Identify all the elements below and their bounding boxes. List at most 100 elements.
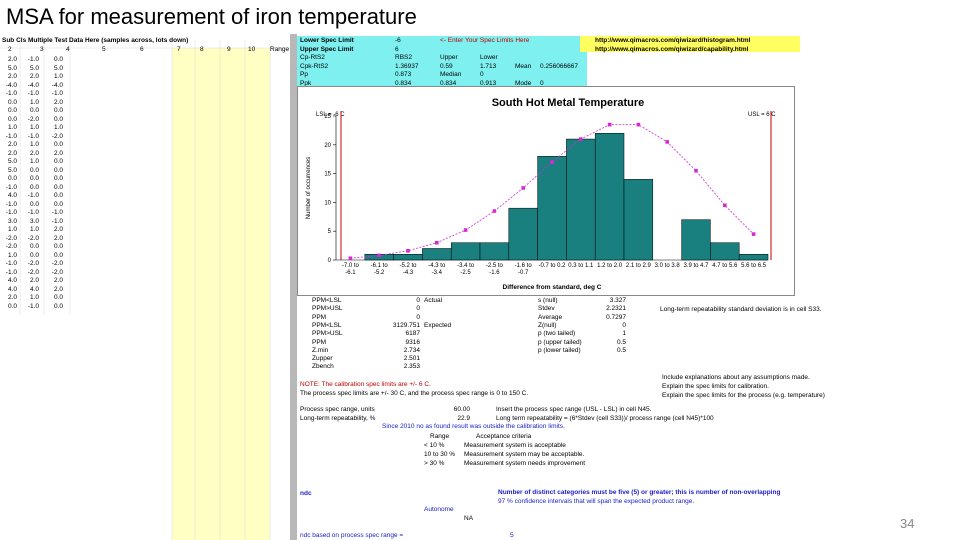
cell: 2.0 — [53, 149, 63, 157]
cell: 1.0 — [53, 73, 63, 80]
panel-cell: Mean — [515, 62, 532, 70]
cell: 0.0 — [7, 302, 17, 310]
cell: 2.0 — [29, 277, 39, 284]
ppm-cell: Zbench — [312, 363, 334, 371]
cell: 0.0 — [53, 243, 63, 250]
cell: NA — [464, 515, 474, 522]
column-header: Range — [270, 46, 290, 53]
column-header: 10 — [248, 46, 256, 53]
stats-cell: 3.327 — [609, 297, 626, 304]
y-tick-label: 5 — [328, 229, 332, 235]
fit-point — [607, 122, 612, 127]
stats-cell: 0.7297 — [606, 313, 626, 321]
x-tick-label: 1.2 to 2.0 — [597, 263, 623, 269]
process-cell: Process spec range, units — [300, 406, 375, 413]
cell: -2.0 — [27, 115, 39, 123]
cell: 2.0 — [7, 149, 17, 157]
cell: 1.0 — [29, 141, 39, 148]
panel-cell: -6 — [395, 37, 401, 44]
stats-cell: 2.2321 — [606, 305, 626, 313]
panel-cell: Cpk-RtS2 — [300, 62, 329, 70]
y-tick-label: 15 — [324, 172, 331, 178]
cell: 0.0 — [7, 175, 17, 182]
fit-point — [377, 253, 381, 258]
cell: 0.0 — [53, 302, 63, 310]
cell: 2.0 — [7, 73, 17, 80]
column-header: 5 — [102, 46, 106, 53]
cell: -4.0 — [27, 81, 39, 89]
cell: -4.0 — [5, 81, 17, 89]
fit-point — [463, 228, 468, 232]
cell: -2.0 — [51, 260, 63, 267]
cell: Autonome — [424, 506, 454, 513]
cell: 0.0 — [29, 107, 39, 114]
chart-title: South Hot Metal Temperature — [492, 97, 645, 109]
stats-cell: p (two tailed) — [538, 330, 576, 338]
cell: 0.0 — [7, 107, 17, 114]
y-axis-label: Number of occurrences — [306, 157, 312, 219]
cell: 2.0 — [29, 73, 39, 80]
slide-title: MSA for measurement of iron temperature — [6, 4, 417, 29]
cell: -2.0 — [27, 260, 39, 267]
cell: -1.0 — [5, 200, 17, 208]
cell: 1.0 — [7, 124, 17, 131]
bar — [479, 242, 510, 261]
cell: 0.0 — [29, 166, 39, 174]
criteria-cell: Measurement system needs improvement — [464, 460, 586, 467]
fit-point — [492, 209, 497, 213]
column-header: 4 — [66, 46, 70, 53]
cell: 2.0 — [53, 226, 63, 233]
bar — [623, 179, 654, 261]
cell: 2.0 — [53, 234, 63, 242]
x-tick-label: -5.2 to -4.3 — [399, 263, 417, 276]
ppm-cell: 2.353 — [403, 363, 420, 371]
ppm-cell: 2.501 — [403, 355, 420, 363]
criteria-header: Range — [430, 433, 450, 440]
stats-cell: 1 — [622, 330, 626, 338]
ppm-cell: PPM<LSL — [312, 321, 342, 329]
bar — [738, 253, 769, 261]
cell: 2.0 — [53, 285, 63, 293]
cell: 0.0 — [53, 251, 63, 259]
stats-cell: p (lower tailed) — [538, 346, 581, 354]
cell: -2.0 — [27, 268, 39, 276]
stats-cell: p (upper tailed) — [538, 338, 582, 346]
ppm-cell: 2.734 — [403, 346, 420, 354]
column-header: 9 — [227, 46, 231, 53]
criteria-cell: Measurement system may be acceptable. — [464, 451, 585, 458]
criteria-cell: Measurement system is acceptable — [464, 442, 566, 449]
cell: -2.0 — [5, 243, 17, 250]
ppm-cell: PPM>USL — [312, 330, 343, 338]
chart: South Hot Metal Temperature Number of occ… — [297, 86, 795, 296]
cell: 2.0 — [7, 141, 17, 148]
cell: 0.0 — [53, 56, 63, 63]
cell: -1.0 — [27, 56, 39, 63]
cell: -2.0 — [51, 132, 63, 140]
process-cell: Long term repeatability = (6*Stdev (cell… — [496, 415, 714, 422]
cell: 2.0 — [7, 56, 17, 63]
annotation: LSL = -6 C — [316, 112, 345, 118]
panel-cell: 0.59 — [440, 62, 453, 70]
cell: 5 — [510, 532, 514, 539]
cell: 0.0 — [29, 243, 39, 250]
x-tick-label: -1.6 to -0.7 — [514, 263, 532, 276]
criteria-header: Acceptance criteria — [476, 433, 532, 440]
cell: -1.0 — [5, 260, 17, 267]
cell: 2.0 — [53, 277, 63, 284]
x-tick-label: -6.1 to -5.2 — [370, 263, 388, 276]
stats-cell: 0.5 — [616, 346, 626, 354]
cell: 5.0 — [7, 166, 17, 174]
note: Long-term repeatability standard deviati… — [660, 306, 822, 313]
cell: 0.0 — [29, 175, 39, 182]
panel-cell: 0.834 — [395, 79, 412, 87]
ppm-cell: Z.min — [312, 346, 329, 354]
cell: 0.0 — [29, 183, 39, 191]
x-tick-label: 4.7 to 5.6 — [712, 263, 738, 269]
criteria-cell: < 10 % — [424, 442, 445, 449]
cell: 4.0 — [29, 285, 39, 293]
panel-cell: 0.873 — [395, 71, 412, 78]
fit-point — [694, 168, 698, 173]
ppm-cell: 3129.751 — [392, 321, 420, 329]
ppm-cell: PPM>USL — [312, 305, 343, 313]
